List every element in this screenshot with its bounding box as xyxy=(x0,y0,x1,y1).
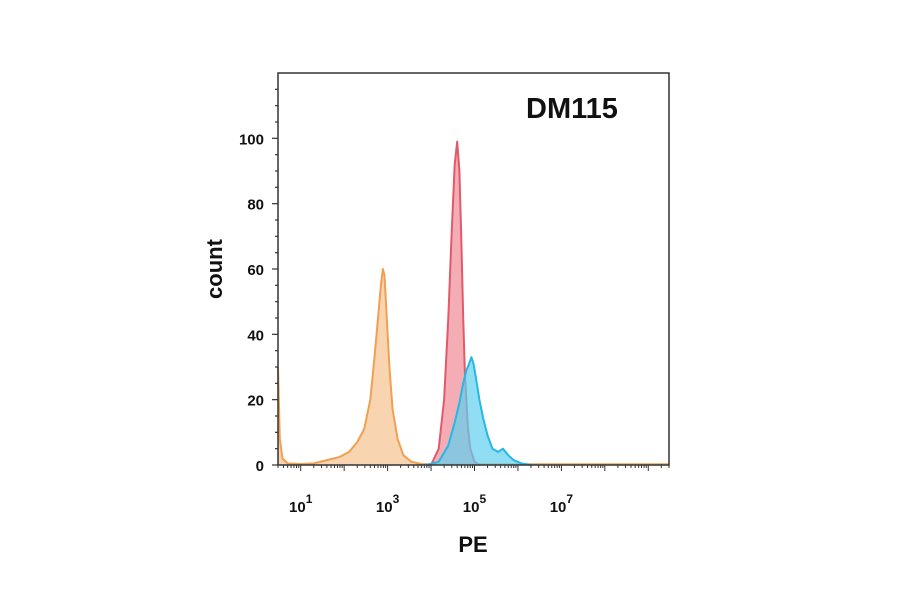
y-tick-label: 80 xyxy=(247,197,264,214)
y-axis-title: count xyxy=(202,238,227,299)
x-tick-label: 101 xyxy=(289,492,313,516)
x-axis-title: PE xyxy=(458,532,487,557)
x-tick-label: 105 xyxy=(463,492,487,516)
y-tick-label: 0 xyxy=(256,458,264,475)
series-3-line xyxy=(426,356,532,466)
chart-title: DM115 xyxy=(526,93,618,125)
y-tick-label: 40 xyxy=(247,327,264,344)
y-tick-label: 20 xyxy=(247,393,264,410)
series-2-area xyxy=(431,141,480,465)
y-tick-label: 60 xyxy=(247,262,264,279)
x-tick-label: 107 xyxy=(550,492,574,516)
series-layer xyxy=(277,140,669,466)
y-tick-label: 100 xyxy=(239,131,264,148)
series-3-area xyxy=(426,357,531,465)
ticks-layer: 0 20 40 60 80 100 101 103 105 107 xyxy=(239,88,670,516)
series-1-area xyxy=(278,269,669,465)
x-tick-label: 103 xyxy=(376,492,400,516)
